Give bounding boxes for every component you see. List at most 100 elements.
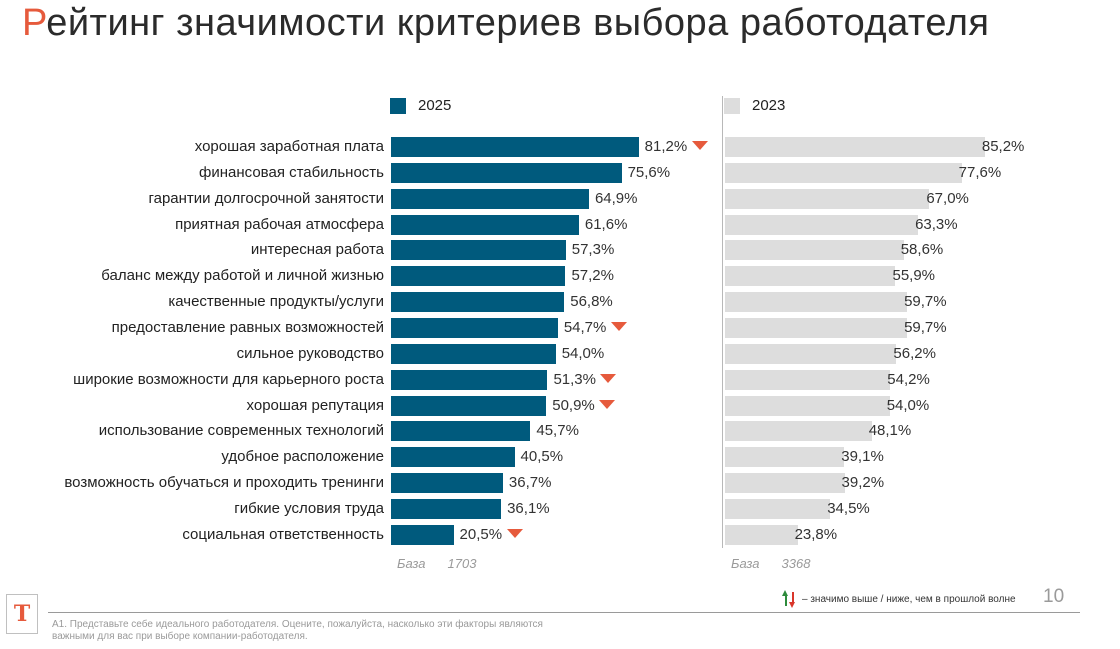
category-label: финансовая стабильность — [199, 163, 384, 181]
page-title: Рейтинг значимости критериев выбора рабо… — [22, 2, 990, 45]
base-n-2025: 1703 — [447, 556, 477, 571]
bar-2025 — [391, 524, 454, 545]
bar-2023 — [725, 524, 798, 545]
value-label-2023: 23,8% — [794, 525, 838, 543]
category-label: широкие возможности для карьерного роста — [73, 370, 384, 388]
legend-2025: 2025 — [390, 97, 451, 114]
bar-2025 — [391, 214, 579, 235]
significance-legend: – значимо выше / ниже, чем в прошлой вол… — [782, 590, 1016, 608]
base-2023: База 3368 — [731, 556, 810, 571]
significant-decrease-icon — [506, 528, 523, 538]
company-logo: T — [6, 594, 38, 634]
category-label: сильное руководство — [236, 344, 384, 362]
value-label-2025: 45,7% — [536, 422, 579, 440]
bar-2025 — [391, 317, 558, 338]
bar-2025 — [391, 137, 639, 157]
value-label-2023: 63,3% — [915, 215, 958, 233]
legend-swatch-2025 — [390, 97, 406, 114]
value-label-2025: 57,2% — [571, 267, 614, 285]
footer-divider — [48, 612, 1080, 613]
bar-2023 — [725, 343, 897, 364]
category-label: интересная работа — [250, 241, 384, 259]
category-label: хорошая репутация — [246, 396, 384, 414]
value-label-2025: 20,5% — [459, 525, 503, 543]
bar-2023 — [725, 188, 930, 209]
bar-2023 — [725, 240, 904, 261]
bar-2023 — [725, 317, 908, 338]
bar-2023 — [725, 369, 891, 390]
bar-2025 — [391, 240, 566, 261]
bar-2025 — [391, 447, 515, 468]
significance-legend-text: – значимо выше / ниже, чем в прошлой вол… — [802, 593, 1016, 605]
value-label-2023: 77,6% — [958, 163, 1002, 181]
bar-2023 — [725, 214, 919, 235]
bar-2025 — [391, 266, 566, 287]
bar-2025 — [391, 292, 565, 313]
value-label-2025: 81,2% — [644, 138, 688, 155]
base-n-2023: 3368 — [781, 556, 811, 571]
up-down-arrows-icon — [782, 590, 796, 608]
value-label-2023: 39,2% — [841, 474, 885, 492]
value-label-2023: 54,2% — [887, 370, 930, 388]
category-label: предоставление равных возможностей — [111, 318, 384, 336]
significant-decrease-icon — [691, 141, 708, 150]
value-label-2023: 39,1% — [841, 448, 884, 466]
value-label-2025: 36,7% — [508, 474, 552, 492]
value-label-2025: 36,1% — [507, 499, 550, 517]
significant-decrease-icon — [600, 373, 617, 383]
bar-2023 — [725, 447, 845, 468]
value-label-2025: 40,5% — [520, 448, 564, 466]
value-label-2023: 59,7% — [904, 293, 947, 311]
legend-2023: 2023 — [724, 97, 785, 114]
category-label: хорошая заработная плата — [194, 138, 384, 155]
bar-2023 — [725, 266, 896, 287]
value-label-2023: 85,2% — [981, 138, 1025, 155]
legend-label-2023: 2023 — [752, 97, 786, 114]
category-label: использование современных технологий — [98, 422, 384, 440]
value-label-2025: 54,0% — [561, 344, 605, 362]
bar-2025 — [391, 162, 622, 183]
value-label-2023: 58,6% — [900, 241, 944, 259]
question-footnote: А1. Представьте себе идеального работода… — [52, 619, 543, 642]
value-label-2025: 61,6% — [584, 215, 628, 233]
chart-divider — [722, 96, 723, 548]
bar-2025 — [391, 369, 548, 390]
significant-decrease-icon — [610, 321, 627, 331]
value-label-2025: 51,3% — [553, 370, 596, 388]
value-label-2023: 56,2% — [893, 344, 936, 362]
category-label: качественные продукты/услуги — [168, 293, 384, 311]
legend-label-2025: 2025 — [418, 97, 452, 114]
bar-2025 — [391, 343, 556, 364]
legend-swatch-2023 — [724, 97, 740, 114]
bar-2023 — [725, 498, 831, 519]
value-label-2023: 34,5% — [827, 499, 870, 517]
logo-letter: T — [13, 601, 31, 627]
bar-2023 — [725, 395, 890, 416]
bar-2025 — [391, 421, 531, 442]
title-first-letter: Р — [22, 2, 47, 44]
bar-2023 — [725, 421, 872, 442]
category-label: удобное расположение — [221, 448, 384, 466]
title-rest: ейтинг значимости критериев выбора работ… — [46, 2, 990, 44]
value-label-2023: 55,9% — [892, 267, 936, 285]
base-label-2025: База — [397, 556, 426, 571]
bar-2025 — [391, 498, 502, 519]
value-label-2025: 54,7% — [563, 318, 607, 336]
value-label-2023: 54,0% — [886, 396, 930, 414]
value-label-2023: 67,0% — [926, 189, 969, 207]
value-label-2023: 59,7% — [904, 318, 947, 336]
bar-2023 — [725, 473, 845, 494]
bar-2023 — [725, 162, 962, 183]
bar-2023 — [725, 137, 985, 157]
category-label: гибкие условия труда — [234, 499, 384, 517]
bar-2025 — [391, 188, 589, 209]
significant-decrease-icon — [599, 399, 616, 409]
base-label-2023: База — [731, 556, 760, 571]
value-label-2025: 56,8% — [570, 293, 613, 311]
value-label-2023: 48,1% — [868, 422, 912, 440]
category-label: приятная рабочая атмосфера — [175, 215, 384, 233]
category-label: социальная ответственность — [182, 525, 384, 543]
bar-2025 — [391, 473, 503, 494]
value-label-2025: 75,6% — [627, 163, 671, 181]
value-label-2025: 64,9% — [594, 189, 638, 207]
